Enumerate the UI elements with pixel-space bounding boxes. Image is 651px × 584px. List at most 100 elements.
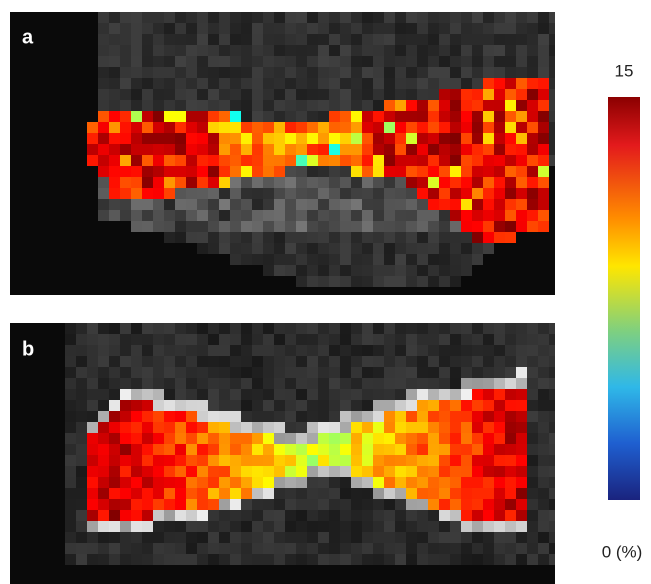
- map-cell: [406, 532, 417, 543]
- map-cell: [153, 367, 164, 378]
- map-cell: [263, 144, 274, 155]
- map-cell: [175, 554, 186, 565]
- map-cell: [274, 111, 285, 122]
- map-cell: [164, 78, 175, 89]
- map-cell: [450, 177, 461, 188]
- map-cell: [538, 89, 549, 100]
- map-cell: [472, 254, 483, 265]
- map-cell: [230, 510, 241, 521]
- map-cell: [153, 133, 164, 144]
- map-cell: [439, 367, 450, 378]
- map-cell: [351, 422, 362, 433]
- map-cell: [340, 188, 351, 199]
- map-cell: [109, 144, 120, 155]
- map-cell: [219, 444, 230, 455]
- map-cell: [98, 422, 109, 433]
- map-cell: [307, 477, 318, 488]
- map-cell: [461, 34, 472, 45]
- map-cell: [197, 488, 208, 499]
- map-cell: [329, 177, 340, 188]
- map-cell: [538, 12, 549, 23]
- map-cell: [164, 367, 175, 378]
- map-cell: [505, 433, 516, 444]
- map-cell: [219, 433, 230, 444]
- map-cell: [340, 199, 351, 210]
- map-cell: [109, 133, 120, 144]
- map-cell: [307, 345, 318, 356]
- map-cell: [318, 433, 329, 444]
- map-cell: [494, 67, 505, 78]
- map-cell: [406, 210, 417, 221]
- map-cell: [318, 144, 329, 155]
- map-cell: [76, 367, 87, 378]
- map-cell: [505, 23, 516, 34]
- map-cell: [197, 411, 208, 422]
- map-cell: [186, 356, 197, 367]
- map-cell: [285, 455, 296, 466]
- map-cell: [527, 78, 538, 89]
- map-cell: [208, 89, 219, 100]
- map-cell: [340, 122, 351, 133]
- map-cell: [516, 23, 527, 34]
- map-cell: [439, 378, 450, 389]
- map-cell: [483, 356, 494, 367]
- map-cell: [197, 477, 208, 488]
- map-cell: [252, 543, 263, 554]
- map-cell: [395, 510, 406, 521]
- map-cell: [142, 466, 153, 477]
- map-cell: [373, 488, 384, 499]
- map-cell: [505, 345, 516, 356]
- map-cell: [373, 276, 384, 287]
- map-cell: [76, 488, 87, 499]
- map-cell: [219, 532, 230, 543]
- map-cell: [351, 34, 362, 45]
- map-cell: [483, 422, 494, 433]
- map-cell: [98, 378, 109, 389]
- map-cell: [98, 144, 109, 155]
- map-cell: [87, 510, 98, 521]
- map-cell: [428, 89, 439, 100]
- map-cell: [241, 433, 252, 444]
- map-cell: [186, 12, 197, 23]
- map-cell: [274, 400, 285, 411]
- map-cell: [362, 144, 373, 155]
- map-cell: [241, 177, 252, 188]
- map-cell: [219, 356, 230, 367]
- map-cell: [285, 199, 296, 210]
- map-cell: [527, 411, 538, 422]
- map-cell: [483, 133, 494, 144]
- map-cell: [472, 378, 483, 389]
- map-cell: [131, 466, 142, 477]
- map-cell: [450, 67, 461, 78]
- map-cell: [263, 444, 274, 455]
- map-cell: [296, 334, 307, 345]
- map-cell: [472, 323, 483, 334]
- map-cell: [175, 111, 186, 122]
- map-cell: [351, 133, 362, 144]
- map-cell: [318, 67, 329, 78]
- map-cell: [538, 155, 549, 166]
- map-cell: [384, 265, 395, 276]
- map-cell: [318, 210, 329, 221]
- map-cell: [241, 45, 252, 56]
- map-cell: [186, 144, 197, 155]
- map-cell: [505, 232, 516, 243]
- map-cell: [76, 532, 87, 543]
- map-cell: [241, 389, 252, 400]
- map-cell: [120, 23, 131, 34]
- map-cell: [109, 532, 120, 543]
- map-cell: [98, 334, 109, 345]
- map-cell: [351, 554, 362, 565]
- map-cell: [219, 378, 230, 389]
- map-cell: [417, 177, 428, 188]
- map-cell: [527, 111, 538, 122]
- map-cell: [362, 521, 373, 532]
- map-cell: [109, 422, 120, 433]
- map-cell: [131, 78, 142, 89]
- map-cell: [538, 356, 549, 367]
- map-cell: [109, 100, 120, 111]
- map-cell: [483, 78, 494, 89]
- map-cell: [164, 232, 175, 243]
- map-cell: [263, 455, 274, 466]
- map-cell: [318, 499, 329, 510]
